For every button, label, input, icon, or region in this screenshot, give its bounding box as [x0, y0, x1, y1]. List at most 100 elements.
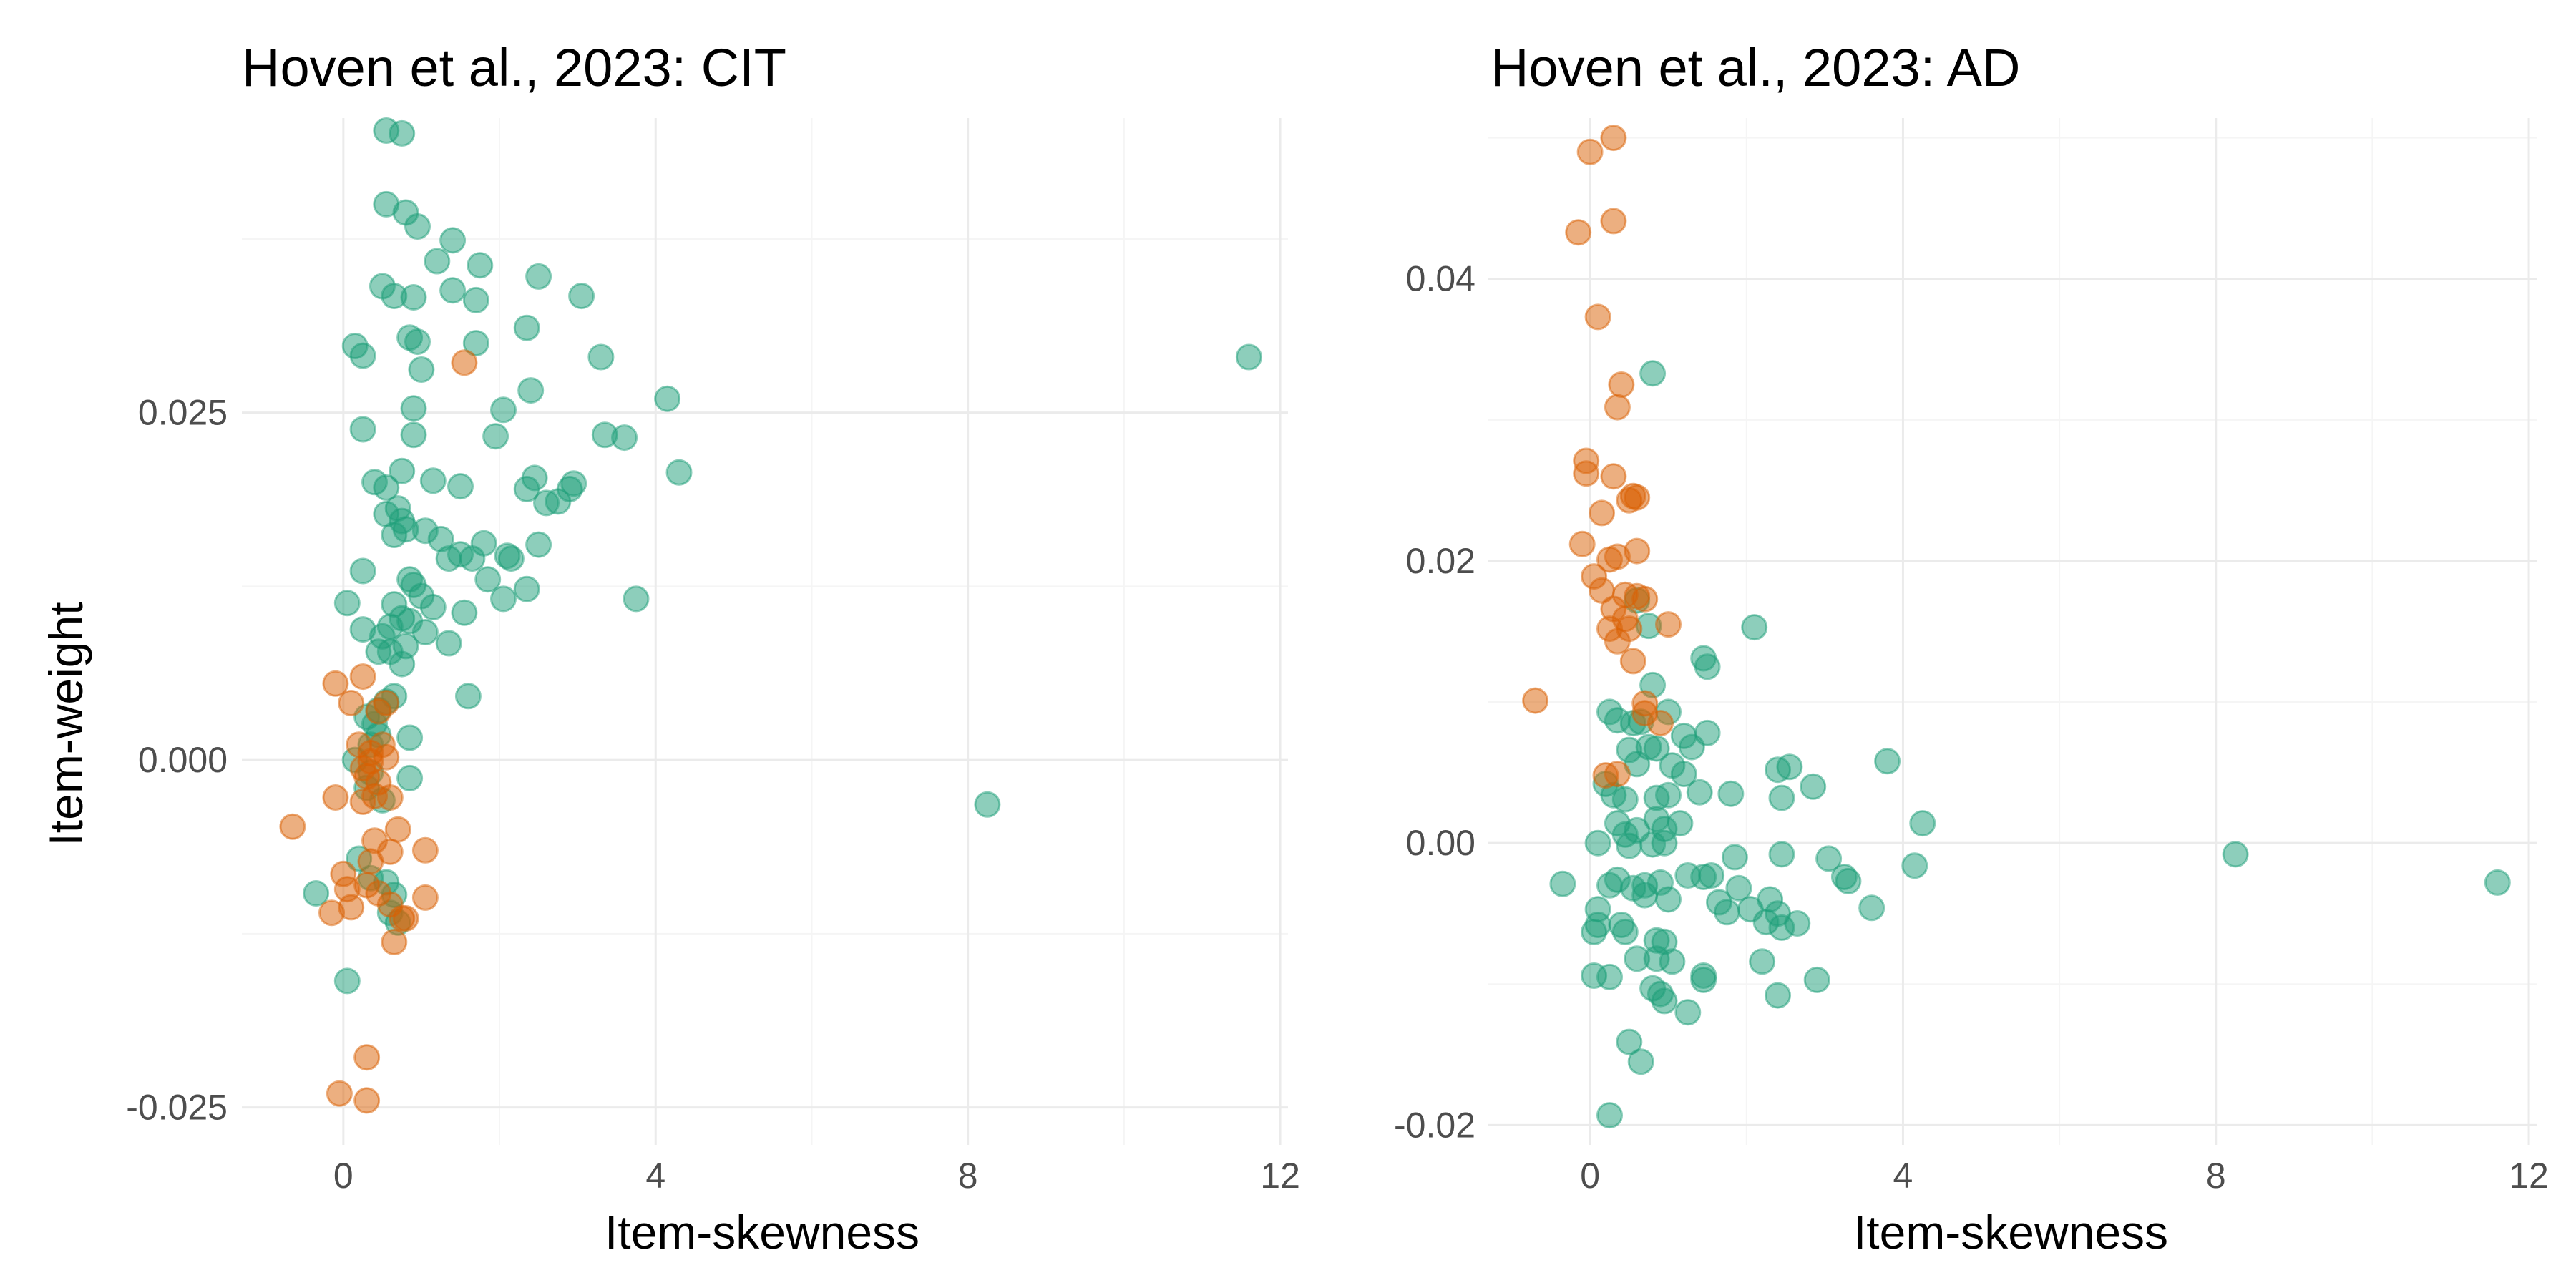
panel-ad-point-s0-29 — [1686, 779, 1713, 806]
panel-cit-point-s1-1 — [322, 670, 349, 697]
panel-ad-y-tick-label-2: 0.02 — [1406, 541, 1475, 581]
panel-cit-point-s1-33 — [392, 905, 419, 932]
panel-ad-x-tick-label-3: 12 — [2509, 1156, 2549, 1196]
panel-cit-y-tick-label-1: 0.000 — [138, 740, 228, 780]
panel-cit-point-s0-24 — [349, 416, 376, 443]
panel-cit-point-s0-33 — [665, 459, 693, 486]
panel-cit-point-s0-4 — [404, 213, 431, 240]
panel-ad-point-s1-35 — [1592, 762, 1619, 789]
panel-cit-point-s0-76 — [349, 616, 376, 643]
panel-cit-x-tick-label-1: 4 — [645, 1156, 665, 1196]
panel-cit-point-s0-59 — [525, 531, 552, 558]
panel-cit-point-s0-8 — [525, 263, 552, 290]
panel-ad-point-s0-91 — [1765, 982, 1791, 1009]
panel-cit-point-s0-32 — [654, 385, 681, 412]
panel-cit-y-tick-labels: -0.025 0.000 0.025 — [126, 393, 228, 1128]
panel-cit-point-s0-25 — [400, 395, 427, 422]
panel-cit-point-s1-15 — [376, 784, 404, 811]
panel-cit-point-s0-23 — [1235, 343, 1262, 371]
panel-cit-point-s0-60 — [349, 557, 376, 585]
panel-ad-point-s1-28 — [1604, 628, 1631, 655]
panel-cit-x-tick-label-0: 0 — [333, 1156, 353, 1196]
panel-ad-point-s0-64 — [1725, 874, 1752, 902]
panel-ad-point-s0-43 — [1721, 844, 1748, 871]
panel-cit-point-s0-49 — [381, 522, 408, 548]
panel-ad-y-tick-labels: -0.02 0.00 0.02 0.04 — [1394, 259, 1475, 1146]
panel-ad-point-s0-81 — [1749, 948, 1776, 975]
panel-ad-y-tick-label-0: -0.02 — [1394, 1105, 1475, 1145]
panel-ad-points — [1522, 125, 2511, 1129]
panel-cit-point-s0-9 — [568, 283, 595, 310]
panel-ad-point-s1-33 — [1647, 710, 1674, 737]
panel-ad-point-s1-29 — [1619, 648, 1646, 675]
panel-cit-point-s0-1 — [389, 119, 416, 147]
panel-ad-point-s0-73 — [1584, 912, 1611, 938]
panel-ad-point-s0-49 — [1835, 867, 1862, 894]
panel-ad-point-s1-2 — [1565, 219, 1592, 246]
panel-ad-point-s0-95 — [2222, 841, 2249, 868]
panel-ad-point-s0-17 — [1643, 735, 1670, 762]
panel-ad-point-s0-96 — [2484, 869, 2511, 896]
panel-ad: 0 4 8 12 -0.02 0.00 0.02 0.04 Hoven et al., 20… — [1394, 38, 2549, 1259]
panel-ad-x-tick-label-1: 4 — [1893, 1156, 1913, 1196]
panel-ad-point-s0-83 — [1596, 963, 1623, 990]
panel-cit-point-s0-70 — [419, 594, 447, 620]
panel-cit-point-s1-17 — [349, 788, 376, 815]
panel-cit-point-s0-100 — [303, 880, 330, 907]
panel-cit-point-s0-16 — [349, 342, 376, 369]
panel-cit-point-s0-44 — [560, 470, 587, 497]
panel-ad-point-s0-86 — [1803, 966, 1830, 993]
panel-cit-point-s0-27 — [482, 423, 509, 450]
panel-cit-point-s1-0 — [451, 349, 478, 376]
panel-cit-point-s0-20 — [462, 330, 489, 357]
panel-cit-point-s0-35 — [373, 474, 400, 501]
panel-ad-point-s1-17 — [1624, 537, 1651, 565]
panel-cit-point-s1-36 — [326, 1080, 353, 1107]
panel-cit-point-s0-13 — [439, 277, 467, 304]
panel-cit-point-s0-7 — [467, 252, 494, 279]
panel-ad-y-tick-label-1: 0.00 — [1406, 823, 1475, 863]
panel-ad-point-s0-50 — [1549, 870, 1576, 897]
panel-cit-y-tick-label-2: 0.025 — [138, 393, 228, 433]
panel-cit-point-s0-89 — [396, 724, 424, 751]
panel-ad-point-s1-3 — [1600, 208, 1627, 235]
panel-cit-point-s0-29 — [517, 377, 545, 404]
panel-cit-title: Hoven et al., 2023: CIT — [242, 38, 786, 97]
panel-ad-point-s0-93 — [1627, 1048, 1654, 1075]
panel-cit-x-tick-labels: 0 4 8 12 — [333, 1156, 1300, 1196]
panel-ad-point-s0-40 — [1616, 832, 1643, 859]
panel-ad-point-s1-14 — [1568, 530, 1596, 557]
panel-ad-point-s1-8 — [1573, 460, 1600, 487]
panel-ad-point-s0-28 — [1655, 781, 1682, 809]
panel-ad-point-s0-85 — [1690, 966, 1717, 993]
panel-ad-point-s0-20 — [1670, 761, 1697, 788]
panel-cit-point-s1-34 — [381, 929, 408, 955]
panel-cit-point-s1-37 — [353, 1087, 381, 1114]
panel-ad-point-s1-1 — [1576, 138, 1604, 165]
panel-cit-y-tick-label-0: -0.025 — [126, 1088, 228, 1128]
panel-ad-x-tick-label-2: 8 — [2206, 1156, 2226, 1196]
panel-ad-point-s1-0 — [1600, 125, 1627, 152]
panel-cit-point-s0-82 — [454, 683, 482, 710]
panel-ad-point-s0-23 — [1874, 748, 1901, 775]
panel-ad-title: Hoven et al., 2023: AD — [1491, 38, 2020, 97]
panel-cit-point-s0-22 — [587, 343, 615, 371]
panel-cit-point-s0-104 — [974, 791, 1001, 818]
panel-cit-point-s0-5 — [424, 248, 451, 275]
panel-cit-point-s0-21 — [513, 314, 540, 341]
panel-cit-point-s1-23 — [357, 848, 384, 875]
panel-cit-point-s1-3 — [338, 690, 365, 716]
panel-cit-point-s1-22 — [411, 836, 439, 864]
panel-ad-point-s0-80 — [1659, 948, 1686, 975]
panel-cit-point-s0-56 — [474, 566, 502, 593]
panel-cit-point-s0-71 — [435, 630, 462, 657]
panel-cit-point-s1-29 — [411, 884, 439, 911]
panel-ad-point-s0-92 — [1616, 1028, 1643, 1055]
panel-ad-point-s0-1 — [1741, 614, 1768, 641]
panel-cit-point-s0-6 — [439, 227, 467, 254]
panel-cit-point-s1-18 — [279, 813, 306, 840]
panel-ad-point-s0-47 — [1901, 852, 1928, 879]
panel-cit: 0 4 8 12 -0.025 0.000 0.025 Hoven et al., 202… — [39, 38, 1300, 1259]
panel-cit-point-s0-28 — [490, 396, 517, 424]
